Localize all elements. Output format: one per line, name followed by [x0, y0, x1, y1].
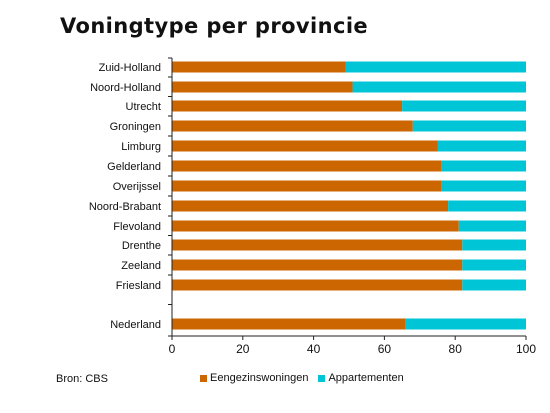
chart-title: Voningtype per provincie — [60, 14, 369, 38]
x-tick-label: 80 — [449, 342, 463, 356]
bar-appartementen-friesland — [462, 279, 526, 291]
bar-appartementen-drenthe — [462, 239, 526, 251]
x-tick-label: 40 — [307, 342, 321, 356]
legend-label-series-1: Eengezinswoningen — [210, 372, 309, 384]
category-label: Noord-Brabant — [89, 201, 161, 213]
category-label: Overijssel — [113, 181, 161, 193]
legend-swatch-series-2 — [318, 374, 326, 382]
x-tick-label: 60 — [378, 342, 392, 356]
category-label: Drenthe — [122, 240, 161, 252]
bar-eengezinswoningen-gelderland — [172, 160, 442, 172]
bar-eengezinswoningen-nederland — [172, 318, 406, 330]
bar-appartementen-zeeland — [462, 259, 526, 271]
bar-appartementen-zuid-holland — [345, 61, 526, 73]
category-label: Limburg — [121, 141, 161, 153]
category-label: Groningen — [110, 121, 161, 133]
bar-eengezinswoningen-drenthe — [172, 239, 463, 251]
bar-appartementen-groningen — [412, 120, 526, 132]
source-note: Bron: CBS — [56, 373, 108, 385]
legend-item-series-2: Appartementen — [318, 372, 404, 384]
bar-eengezinswoningen-overijssel — [172, 180, 442, 192]
category-label: Friesland — [116, 280, 161, 292]
bar-appartementen-nederland — [405, 318, 526, 330]
bar-appartementen-noord-brabant — [448, 200, 526, 212]
legend-item-series-1: Eengezinswoningen — [200, 372, 308, 384]
category-label: Zeeland — [121, 260, 161, 272]
category-label: Flevoland — [113, 221, 161, 233]
category-label: Nederland — [110, 319, 161, 331]
category-label: Zuid-Holland — [99, 62, 161, 74]
bar-eengezinswoningen-zuid-holland — [172, 61, 346, 73]
bar-appartementen-overijssel — [441, 180, 526, 192]
bar-appartementen-gelderland — [441, 160, 526, 172]
bar-eengezinswoningen-limburg — [172, 140, 438, 152]
bar-appartementen-limburg — [437, 140, 526, 152]
x-tick-label: 100 — [516, 342, 536, 356]
legend-label-series-2: Appartementen — [328, 372, 404, 384]
bar-appartementen-noord-holland — [352, 81, 526, 93]
bar-eengezinswoningen-groningen — [172, 120, 413, 132]
legend-swatch-series-1 — [200, 374, 207, 382]
bar-eengezinswoningen-friesland — [172, 279, 463, 291]
category-label: Gelderland — [107, 161, 161, 173]
bar-eengezinswoningen-flevoland — [172, 220, 459, 232]
category-label: Noord-Holland — [90, 82, 161, 94]
x-tick-label: 20 — [236, 342, 250, 356]
bar-eengezinswoningen-zeeland — [172, 259, 463, 271]
legend: Eengezinswoningen Appartementen — [200, 372, 414, 384]
bar-eengezinswoningen-utrecht — [172, 100, 403, 112]
bar-appartementen-utrecht — [402, 100, 526, 112]
x-tick-label: 0 — [169, 342, 176, 356]
bar-eengezinswoningen-noord-brabant — [172, 200, 449, 212]
bar-appartementen-flevoland — [458, 220, 526, 232]
category-label: Utrecht — [126, 101, 161, 113]
bar-eengezinswoningen-noord-holland — [172, 81, 353, 93]
